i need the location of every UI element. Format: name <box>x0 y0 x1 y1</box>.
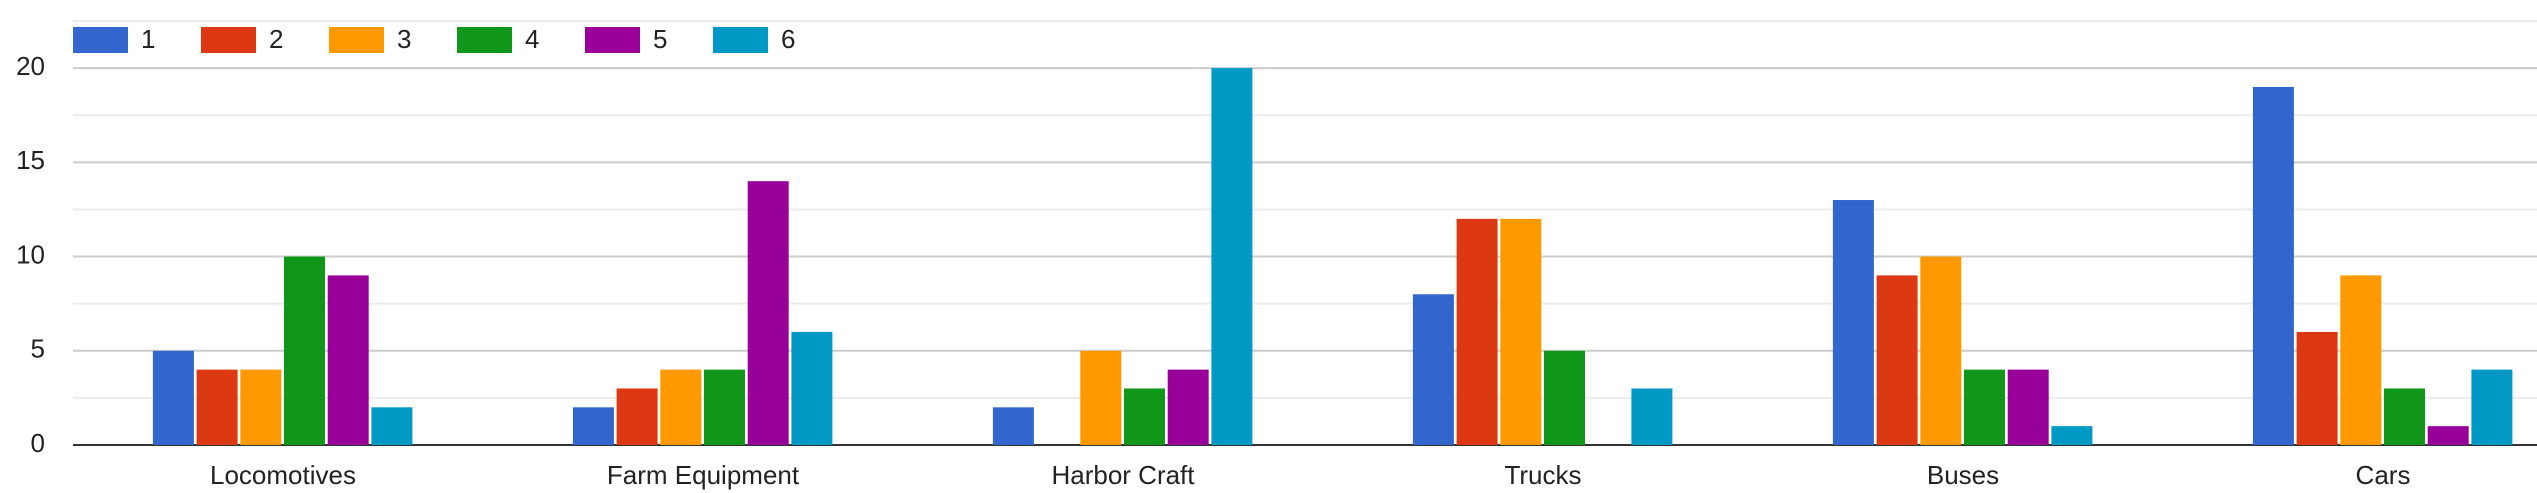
legend-label: 3 <box>397 24 411 54</box>
x-tick-label: Cars <box>2356 460 2411 490</box>
bar <box>2296 331 2338 445</box>
bar <box>2471 369 2513 445</box>
bar <box>2007 369 2049 445</box>
bar <box>327 275 369 445</box>
y-tick-label: 5 <box>31 334 45 364</box>
bar <box>1832 200 1874 445</box>
bar <box>1456 218 1498 445</box>
legend-label: 2 <box>269 24 283 54</box>
bar <box>616 388 658 445</box>
bar <box>2252 86 2294 445</box>
bar <box>371 407 413 445</box>
bar <box>572 407 614 445</box>
bar <box>704 369 745 445</box>
bar <box>992 407 1034 445</box>
bar <box>284 256 325 445</box>
bar <box>1211 68 1253 445</box>
y-tick-label: 0 <box>31 428 45 458</box>
bar <box>791 331 833 445</box>
x-tick-label: Harbor Craft <box>1051 460 1195 490</box>
x-tick-label: Trucks <box>1504 460 1581 490</box>
bar <box>2384 388 2425 445</box>
bar <box>1876 275 1918 445</box>
bar <box>152 350 194 445</box>
legend-swatch <box>585 27 640 53</box>
bar <box>2427 426 2469 445</box>
legend-swatch <box>201 27 256 53</box>
y-tick-label: 10 <box>16 239 45 269</box>
legend-label: 6 <box>781 24 795 54</box>
y-tick-label: 15 <box>16 145 45 175</box>
legend-swatch <box>713 27 768 53</box>
bar <box>1964 369 2005 445</box>
bar <box>1920 256 1962 445</box>
bar <box>240 369 282 445</box>
bar <box>2340 275 2382 445</box>
legend-label: 1 <box>141 24 155 54</box>
legend-label: 4 <box>525 24 539 54</box>
x-tick-label: Buses <box>1927 460 1999 490</box>
legend-label: 5 <box>653 24 667 54</box>
y-tick-label: 20 <box>16 51 45 81</box>
bar <box>196 369 238 445</box>
bar <box>2051 426 2093 445</box>
x-tick-label: Locomotives <box>210 460 356 490</box>
legend-swatch <box>329 27 384 53</box>
bar <box>1124 388 1165 445</box>
bar <box>660 369 702 445</box>
bar <box>1631 388 1673 445</box>
legend-swatch <box>73 27 128 53</box>
bar <box>1080 350 1122 445</box>
bar <box>747 181 789 445</box>
x-tick-label: Farm Equipment <box>607 460 800 490</box>
bar <box>1500 218 1542 445</box>
bar <box>1544 350 1585 445</box>
bar <box>1412 294 1454 445</box>
bar <box>1167 369 1209 445</box>
legend-swatch <box>457 27 512 53</box>
